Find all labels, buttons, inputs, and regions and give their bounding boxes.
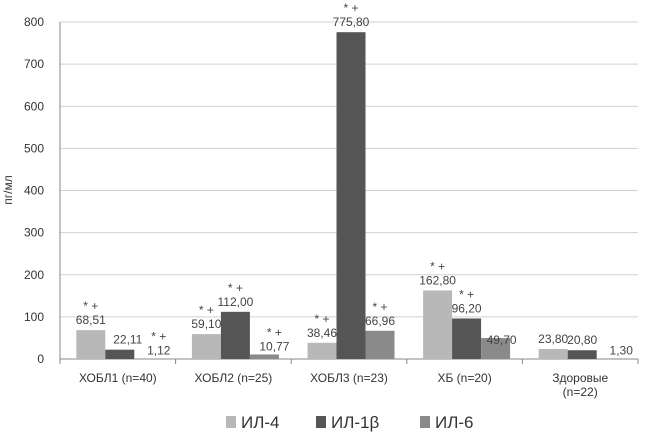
category-label: ХОБЛ1 (n=40)	[79, 371, 157, 385]
data-label: 49,70	[487, 333, 517, 347]
data-label: 23,80	[538, 332, 568, 346]
y-tick-label: 0	[37, 352, 44, 366]
bar	[481, 338, 511, 359]
bar	[134, 358, 164, 360]
bar	[365, 330, 395, 359]
significance-marker: * +	[343, 1, 358, 15]
significance-marker: * +	[430, 259, 445, 273]
legend-swatch	[226, 416, 236, 428]
y-tick-label: 300	[24, 226, 44, 240]
legend: ИЛ-4 ИЛ-1β ИЛ-6	[226, 413, 474, 432]
category-label: ХОБЛ3 (n=23)	[310, 371, 388, 385]
bar	[307, 342, 337, 359]
legend-swatch	[316, 416, 326, 428]
y-axis-label: пг/мл	[1, 175, 15, 204]
bar	[423, 290, 453, 359]
bar	[249, 354, 279, 359]
significance-marker: * +	[199, 303, 214, 317]
bar	[538, 348, 568, 359]
data-label: 68,51	[76, 313, 106, 327]
y-tick-labels: 0 100 200 300 400 500 600 700 800	[24, 15, 44, 366]
bars	[76, 32, 626, 360]
bar	[452, 318, 482, 359]
significance-marker: * +	[228, 281, 243, 295]
y-tick-label: 700	[24, 57, 44, 71]
bar	[220, 311, 250, 359]
bar	[191, 334, 221, 359]
bar	[105, 349, 135, 359]
legend-label: ИЛ-6	[435, 413, 474, 432]
data-label: 112,00	[217, 295, 253, 309]
bar	[76, 330, 106, 359]
legend-label: ИЛ-4	[241, 413, 280, 432]
significance-marker: * +	[314, 312, 329, 326]
y-tick-label: 800	[24, 15, 44, 29]
data-label: 20,80	[567, 333, 597, 347]
data-label: 59,10	[191, 317, 221, 331]
category-label: Здоровые (n=22)	[552, 371, 608, 399]
y-tick-label: 200	[24, 268, 44, 282]
bar	[596, 358, 626, 360]
data-label: 1,12	[147, 344, 171, 358]
data-label: 22,11	[113, 333, 142, 347]
y-tick-label: 400	[24, 184, 44, 198]
significance-marker: * +	[459, 287, 474, 301]
y-tick-label: 500	[24, 141, 44, 155]
data-label: 775,80	[333, 15, 370, 29]
data-label: 66,96	[365, 314, 395, 328]
legend-swatch	[420, 416, 430, 428]
y-tick-label: 100	[24, 310, 44, 324]
data-labels: 68,51* +22,111,12* +59,10* +112,00* +10,…	[76, 1, 633, 357]
category-label: ХБ (n=20)	[437, 371, 491, 385]
significance-marker: * +	[267, 325, 282, 339]
bar	[567, 350, 597, 359]
data-label: 162,80	[419, 273, 456, 287]
significance-marker: * +	[151, 330, 166, 344]
category-label: ХОБЛ2 (n=25)	[195, 371, 273, 385]
data-label: 1,30	[610, 343, 634, 357]
significance-marker: * +	[83, 299, 98, 313]
data-label: 96,20	[452, 301, 482, 315]
significance-marker: * +	[372, 300, 387, 314]
data-label: 10,77	[259, 339, 289, 353]
data-label: 38,46	[307, 326, 337, 340]
category-labels: ХОБЛ1 (n=40) ХОБЛ2 (n=25) ХОБЛ3 (n=23) ХБ (…	[79, 371, 609, 399]
bar	[336, 32, 366, 360]
y-tick-label: 600	[24, 99, 44, 113]
legend-label: ИЛ-1β	[331, 413, 379, 432]
